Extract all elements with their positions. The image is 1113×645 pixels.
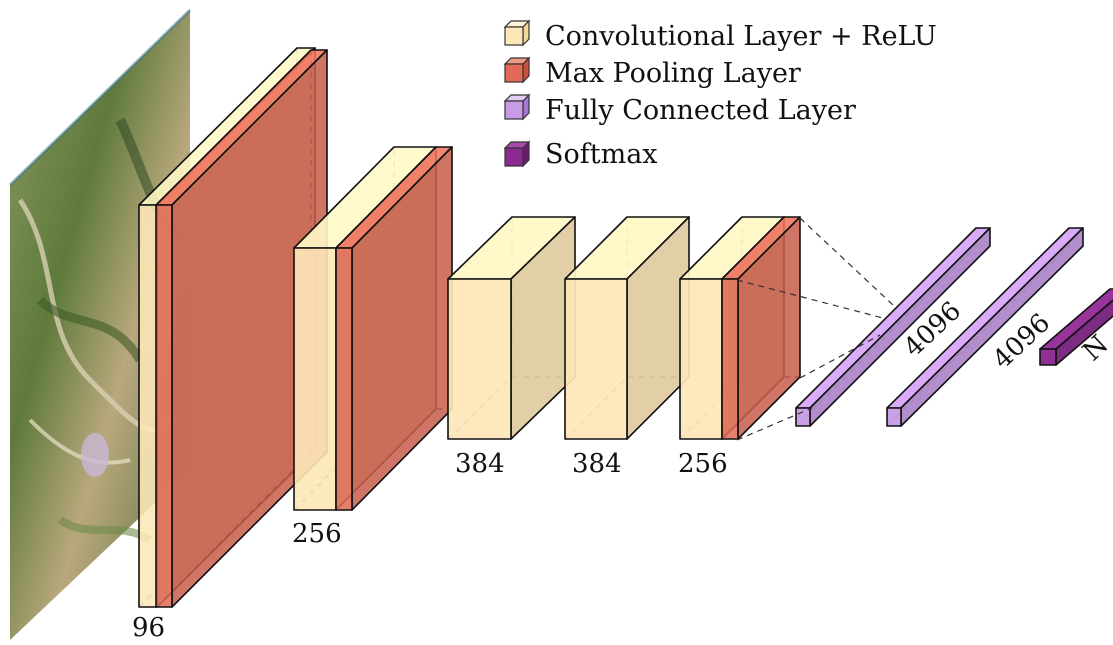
- fc-layer-1: [795, 227, 991, 427]
- softmax-layer-swatch-icon: [503, 140, 531, 168]
- legend-label-conv: Convolutional Layer + ReLU: [545, 21, 937, 52]
- fc-connection-lines: [736, 217, 894, 441]
- layer-label-conv5: 256: [678, 449, 728, 479]
- fc-layer-2: [886, 227, 1084, 427]
- legend-label-fc: Fully Connected Layer: [545, 95, 856, 126]
- layer-label-conv4: 384: [572, 449, 622, 479]
- legend: Convolutional Layer + ReLU Max Pooling L…: [503, 19, 937, 170]
- legend-label-pool: Max Pooling Layer: [545, 58, 801, 89]
- legend-label-softmax: Softmax: [545, 139, 658, 170]
- layer-label-conv3: 384: [455, 449, 505, 479]
- softmax-layer: [1039, 288, 1113, 366]
- legend-item-fc: Fully Connected Layer: [503, 93, 856, 126]
- pool-layer-1: [155, 49, 328, 608]
- layer-label-conv1: 96: [132, 613, 165, 643]
- legend-item-softmax: Softmax: [503, 139, 658, 170]
- conv-layer-4: [564, 216, 690, 440]
- conv-layer-3: [447, 216, 576, 440]
- legend-item-conv: Convolutional Layer + ReLU: [503, 19, 937, 52]
- fc-layer-swatch-icon: [503, 93, 531, 121]
- pool-layer-swatch-icon: [503, 56, 531, 84]
- layer-label-conv2: 256: [292, 519, 342, 549]
- network-layers: [138, 47, 1113, 608]
- pool-layer-2: [335, 146, 453, 511]
- conv-layer-swatch-icon: [503, 19, 531, 47]
- pool-layer-3: [721, 216, 801, 440]
- legend-item-pool: Max Pooling Layer: [503, 56, 801, 89]
